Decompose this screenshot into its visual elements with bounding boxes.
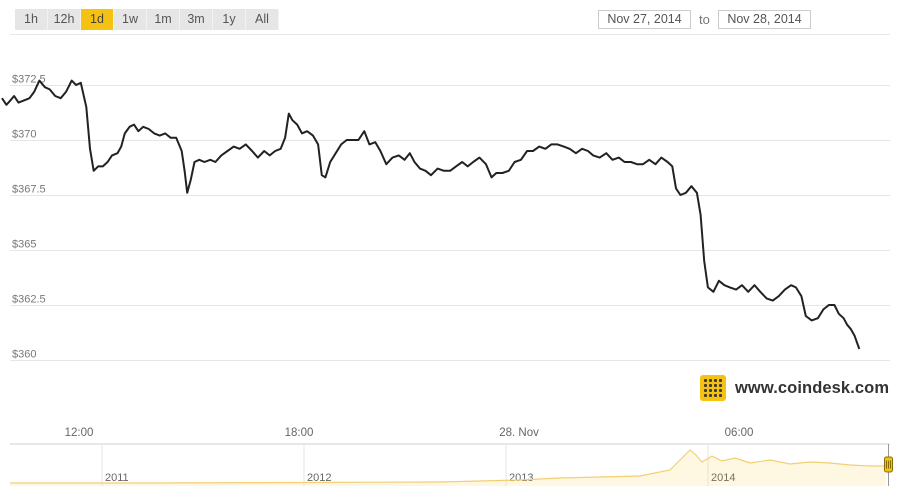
y-tick-label: $362.5: [12, 294, 46, 306]
y-tick-label: $360: [12, 349, 36, 361]
x-tick-label: 06:00: [725, 427, 754, 439]
price-series-line: [1, 79, 861, 350]
x-axis-ticks: 12:00 18:00 28. Nov 06:00: [65, 427, 754, 439]
date-to-input[interactable]: Nov 28, 2014: [718, 10, 811, 29]
y-axis-ticks: $360 $362.5 $365 $367.5 $370 $372.5: [12, 74, 46, 361]
navigator[interactable]: 2011 2012 2013 2014: [10, 444, 893, 486]
grid-lines: [10, 85, 890, 361]
coindesk-logo-icon: [700, 375, 726, 401]
navigator-year-label: 2011: [105, 472, 129, 484]
range-button-1w[interactable]: 1w: [114, 9, 147, 30]
navigator-series-line: [10, 449, 886, 484]
date-from-input[interactable]: Nov 27, 2014: [598, 10, 691, 29]
range-button-3m[interactable]: 3m: [180, 9, 213, 30]
navigator-year-label: 2014: [711, 472, 735, 484]
navigator-year-label: 2012: [307, 472, 331, 484]
y-tick-label: $367.5: [12, 184, 46, 196]
y-tick-label: $372.5: [12, 74, 46, 86]
range-selector: 1h 12h 1d 1w 1m 3m 1y All: [15, 9, 279, 30]
navigator-year-label: 2013: [509, 472, 533, 484]
range-button-1d[interactable]: 1d: [81, 9, 114, 30]
coindesk-logo[interactable]: www.coindesk.com: [700, 375, 889, 401]
y-tick-label: $365: [12, 239, 36, 251]
date-range-separator: to: [699, 12, 710, 27]
top-divider: [10, 34, 890, 35]
range-button-1m[interactable]: 1m: [147, 9, 180, 30]
range-button-12h[interactable]: 12h: [48, 9, 81, 30]
navigator-series-area: [10, 450, 886, 486]
x-tick-label: 28. Nov: [499, 427, 539, 439]
x-tick-label: 12:00: [65, 427, 94, 439]
x-tick-label: 18:00: [285, 427, 314, 439]
range-button-1h[interactable]: 1h: [15, 9, 48, 30]
range-button-1y[interactable]: 1y: [213, 9, 246, 30]
range-button-all[interactable]: All: [246, 9, 279, 30]
y-tick-label: $370: [12, 129, 36, 141]
site-name: www.coindesk.com: [735, 378, 890, 397]
